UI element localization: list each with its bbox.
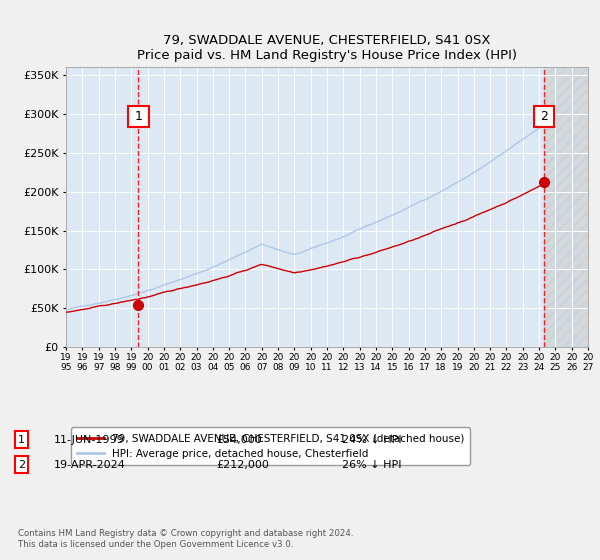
Text: 26% ↓ HPI: 26% ↓ HPI [342, 460, 401, 470]
FancyBboxPatch shape [533, 106, 554, 128]
Text: 19-APR-2024: 19-APR-2024 [54, 460, 126, 470]
Text: 11-JUN-1999: 11-JUN-1999 [54, 435, 125, 445]
Text: £212,000: £212,000 [216, 460, 269, 470]
Text: 24% ↓ HPI: 24% ↓ HPI [342, 435, 401, 445]
Text: Contains HM Land Registry data © Crown copyright and database right 2024.
This d: Contains HM Land Registry data © Crown c… [18, 529, 353, 549]
Text: 2: 2 [540, 110, 548, 123]
Bar [544, 67, 588, 347]
Title: 79, SWADDALE AVENUE, CHESTERFIELD, S41 0SX
Price paid vs. HM Land Registry's Hou: 79, SWADDALE AVENUE, CHESTERFIELD, S41 0… [137, 34, 517, 62]
FancyBboxPatch shape [128, 106, 149, 128]
Legend: 79, SWADDALE AVENUE, CHESTERFIELD, S41 0SX (detached house), HPI: Average price,: 79, SWADDALE AVENUE, CHESTERFIELD, S41 0… [71, 427, 470, 465]
Text: 1: 1 [18, 435, 25, 445]
Text: 2: 2 [18, 460, 25, 470]
Text: £54,000: £54,000 [216, 435, 262, 445]
Text: 1: 1 [134, 110, 142, 123]
